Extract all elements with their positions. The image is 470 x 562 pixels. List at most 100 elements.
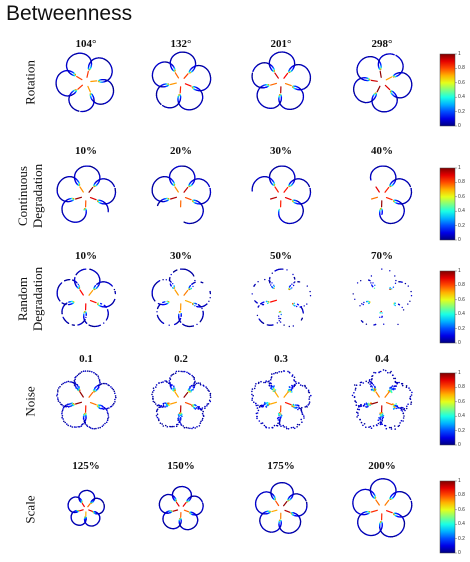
contour-node [169,381,171,384]
contour-node [303,417,305,419]
contour-node [152,387,155,390]
contour-node [362,424,364,427]
contour-node [181,415,183,418]
contour-node [73,426,76,428]
contour-node [295,382,298,385]
inner-edge [283,391,289,398]
contour-node [301,411,303,414]
contour-node [180,417,182,420]
contour-node [304,385,307,388]
contour-node [199,422,202,425]
contour-node [161,406,163,408]
contour-node [293,406,296,409]
contour-node [290,288,292,290]
contour-node [114,395,117,397]
colorbar-tick-label: 0.8 [458,384,465,391]
contour-node [360,405,363,407]
inner-edge [270,196,277,200]
contour-node [61,415,64,417]
contour-node [85,424,88,426]
contour-node [61,411,63,413]
contour-node [69,381,71,383]
column-label: 0.1 [79,353,93,365]
contour-node [380,310,382,313]
contour-node [280,414,283,417]
contour-node [293,380,296,382]
contour-node [356,411,358,414]
contour-node [301,385,304,387]
contour-node [402,420,404,422]
contour-node [67,406,70,408]
contour-node [209,297,211,299]
contour-node [64,381,66,384]
contour-node [410,394,413,396]
contour-node [390,370,392,373]
contour-node [158,382,160,384]
contour-node [379,419,382,421]
contour-node [114,401,116,403]
contour-node [278,422,281,425]
contour-node [193,382,195,385]
shape-graph [56,165,117,223]
colorbar-tick-label: 0.8 [458,65,465,72]
contour-node [409,300,411,302]
inner-edge [184,402,192,406]
shape-graph [251,268,312,328]
contour-node [379,370,382,373]
contour-node [395,407,398,410]
contour-node [73,380,76,382]
contour-node [171,425,174,428]
contour-node [391,288,393,290]
contour-node [161,423,163,425]
contour-node [391,385,394,387]
contour-node [108,407,110,409]
contour-node [162,402,165,405]
contour-node [288,388,290,391]
contour-node [291,375,294,377]
inner-edge [89,300,97,304]
contour-node [292,403,295,406]
column-label: 201° [270,38,292,50]
row-label: Noise [23,351,38,451]
contour-node [404,409,406,412]
contour-node [383,323,385,325]
contour-node [159,422,162,425]
row-label-line: Rotation [22,59,38,105]
contour-node [282,424,285,427]
contour-node [107,412,109,415]
contour-node [107,417,109,420]
column-label: 104° [75,38,97,50]
colorbar-tick-label: 0 [458,442,461,448]
contour-node [394,380,397,383]
contour-node [268,403,271,406]
contour-edge [174,269,178,272]
contour-edge [368,279,371,282]
contour-node [274,372,277,374]
contour-node [258,420,261,422]
contour-node [365,402,368,405]
contour-node [353,392,355,394]
inner-edge [175,501,180,507]
contour-node [410,295,413,297]
contour-edge [268,280,271,282]
inner-edge [376,85,381,93]
inner-edge [81,502,85,508]
contour-node [381,423,384,426]
contour-node [287,370,289,373]
contour-edge [75,281,78,284]
contour-node [57,400,60,402]
contour-node [356,282,359,284]
contour-node [107,416,110,418]
contour-node [305,387,308,389]
contour-node [254,385,257,387]
contour-node [360,381,363,384]
row-label: Continuous Degradation [15,146,45,246]
contour-node [151,393,153,396]
colorbar [439,372,456,446]
contour-node [104,382,106,385]
contour-node [308,403,311,405]
contour-node [410,401,413,404]
contour-node [260,380,262,383]
contour-node [353,396,356,399]
row-label-line: Random [15,276,30,322]
